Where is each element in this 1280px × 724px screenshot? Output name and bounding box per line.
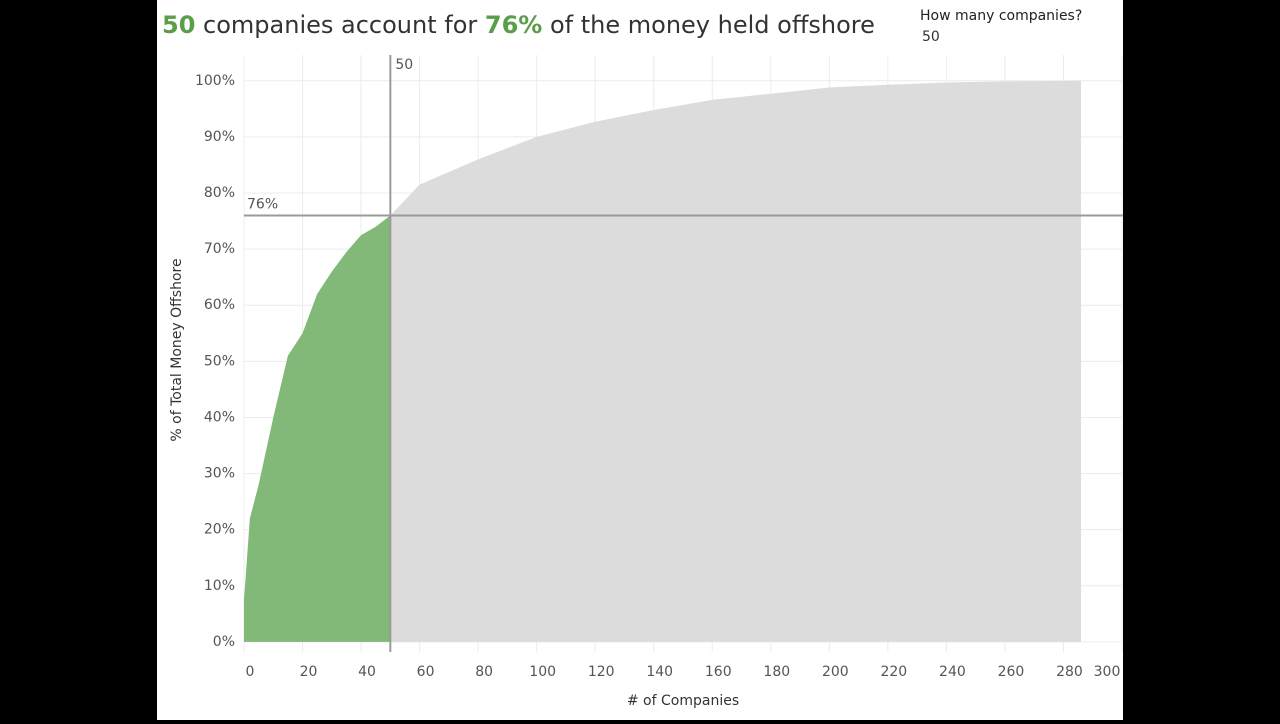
y-tick-label: 10% [204,578,235,594]
x-tick-label: 280 [1056,664,1083,680]
x-tick-label: 160 [705,664,732,680]
y-tick-label: 20% [204,522,235,538]
x-tick-label: 0 [246,664,255,680]
y-tick-label: 0% [213,634,235,650]
reference-label: 76% [247,196,278,212]
x-tick-label: 240 [939,664,966,680]
reference-label: 50 [395,57,413,73]
highlighted-area [244,215,391,642]
y-tick-label: 90% [204,129,235,145]
x-tick-label: 180 [763,664,790,680]
x-axis-title: # of Companies [627,693,739,709]
title-part: of the money held offshore [542,11,875,39]
y-tick-label: 50% [204,353,235,369]
x-tick-label: 60 [417,664,435,680]
title-part: companies account for [195,11,484,39]
x-tick-label: 300 [1094,664,1121,680]
x-tick-label: 80 [475,664,493,680]
x-tick-label: 100 [529,664,556,680]
x-tick-label: 260 [998,664,1025,680]
y-tick-label: 80% [204,185,235,201]
x-tick-label: 40 [358,664,376,680]
parameter-label: How many companies? [920,8,1082,24]
y-axis-title: % of Total Money Offshore [169,258,185,441]
chart-title: 50 companies account for 76% of the mone… [162,11,875,39]
y-tick-label: 40% [204,409,235,425]
area [390,80,1082,642]
y-tick-label: 70% [204,241,235,257]
y-tick-label: 30% [204,466,235,482]
x-tick-label: 220 [880,664,907,680]
x-tick-label: 200 [822,664,849,680]
y-tick-label: 60% [204,297,235,313]
parameter-value[interactable]: 50 [922,29,940,45]
y-tick-label: 100% [195,73,235,89]
title-part: 50 [162,11,195,39]
x-tick-label: 20 [300,664,318,680]
title-part: 76% [485,11,542,39]
x-tick-label: 140 [646,664,673,680]
x-tick-label: 120 [588,664,615,680]
